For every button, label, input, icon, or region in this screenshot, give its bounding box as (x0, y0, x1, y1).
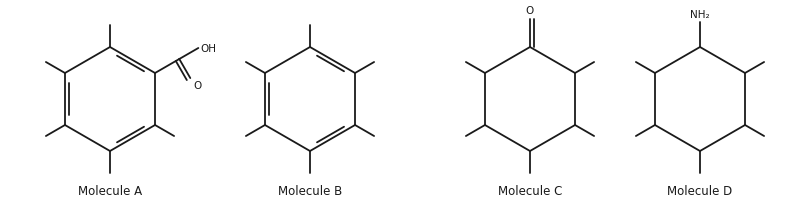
Text: O: O (526, 6, 534, 16)
Text: OH: OH (200, 44, 216, 54)
Text: Molecule C: Molecule C (498, 184, 562, 197)
Text: NH₂: NH₂ (690, 10, 710, 20)
Text: O: O (194, 81, 202, 91)
Text: Molecule A: Molecule A (78, 184, 142, 197)
Text: Molecule B: Molecule B (278, 184, 342, 197)
Text: Molecule D: Molecule D (667, 184, 733, 197)
